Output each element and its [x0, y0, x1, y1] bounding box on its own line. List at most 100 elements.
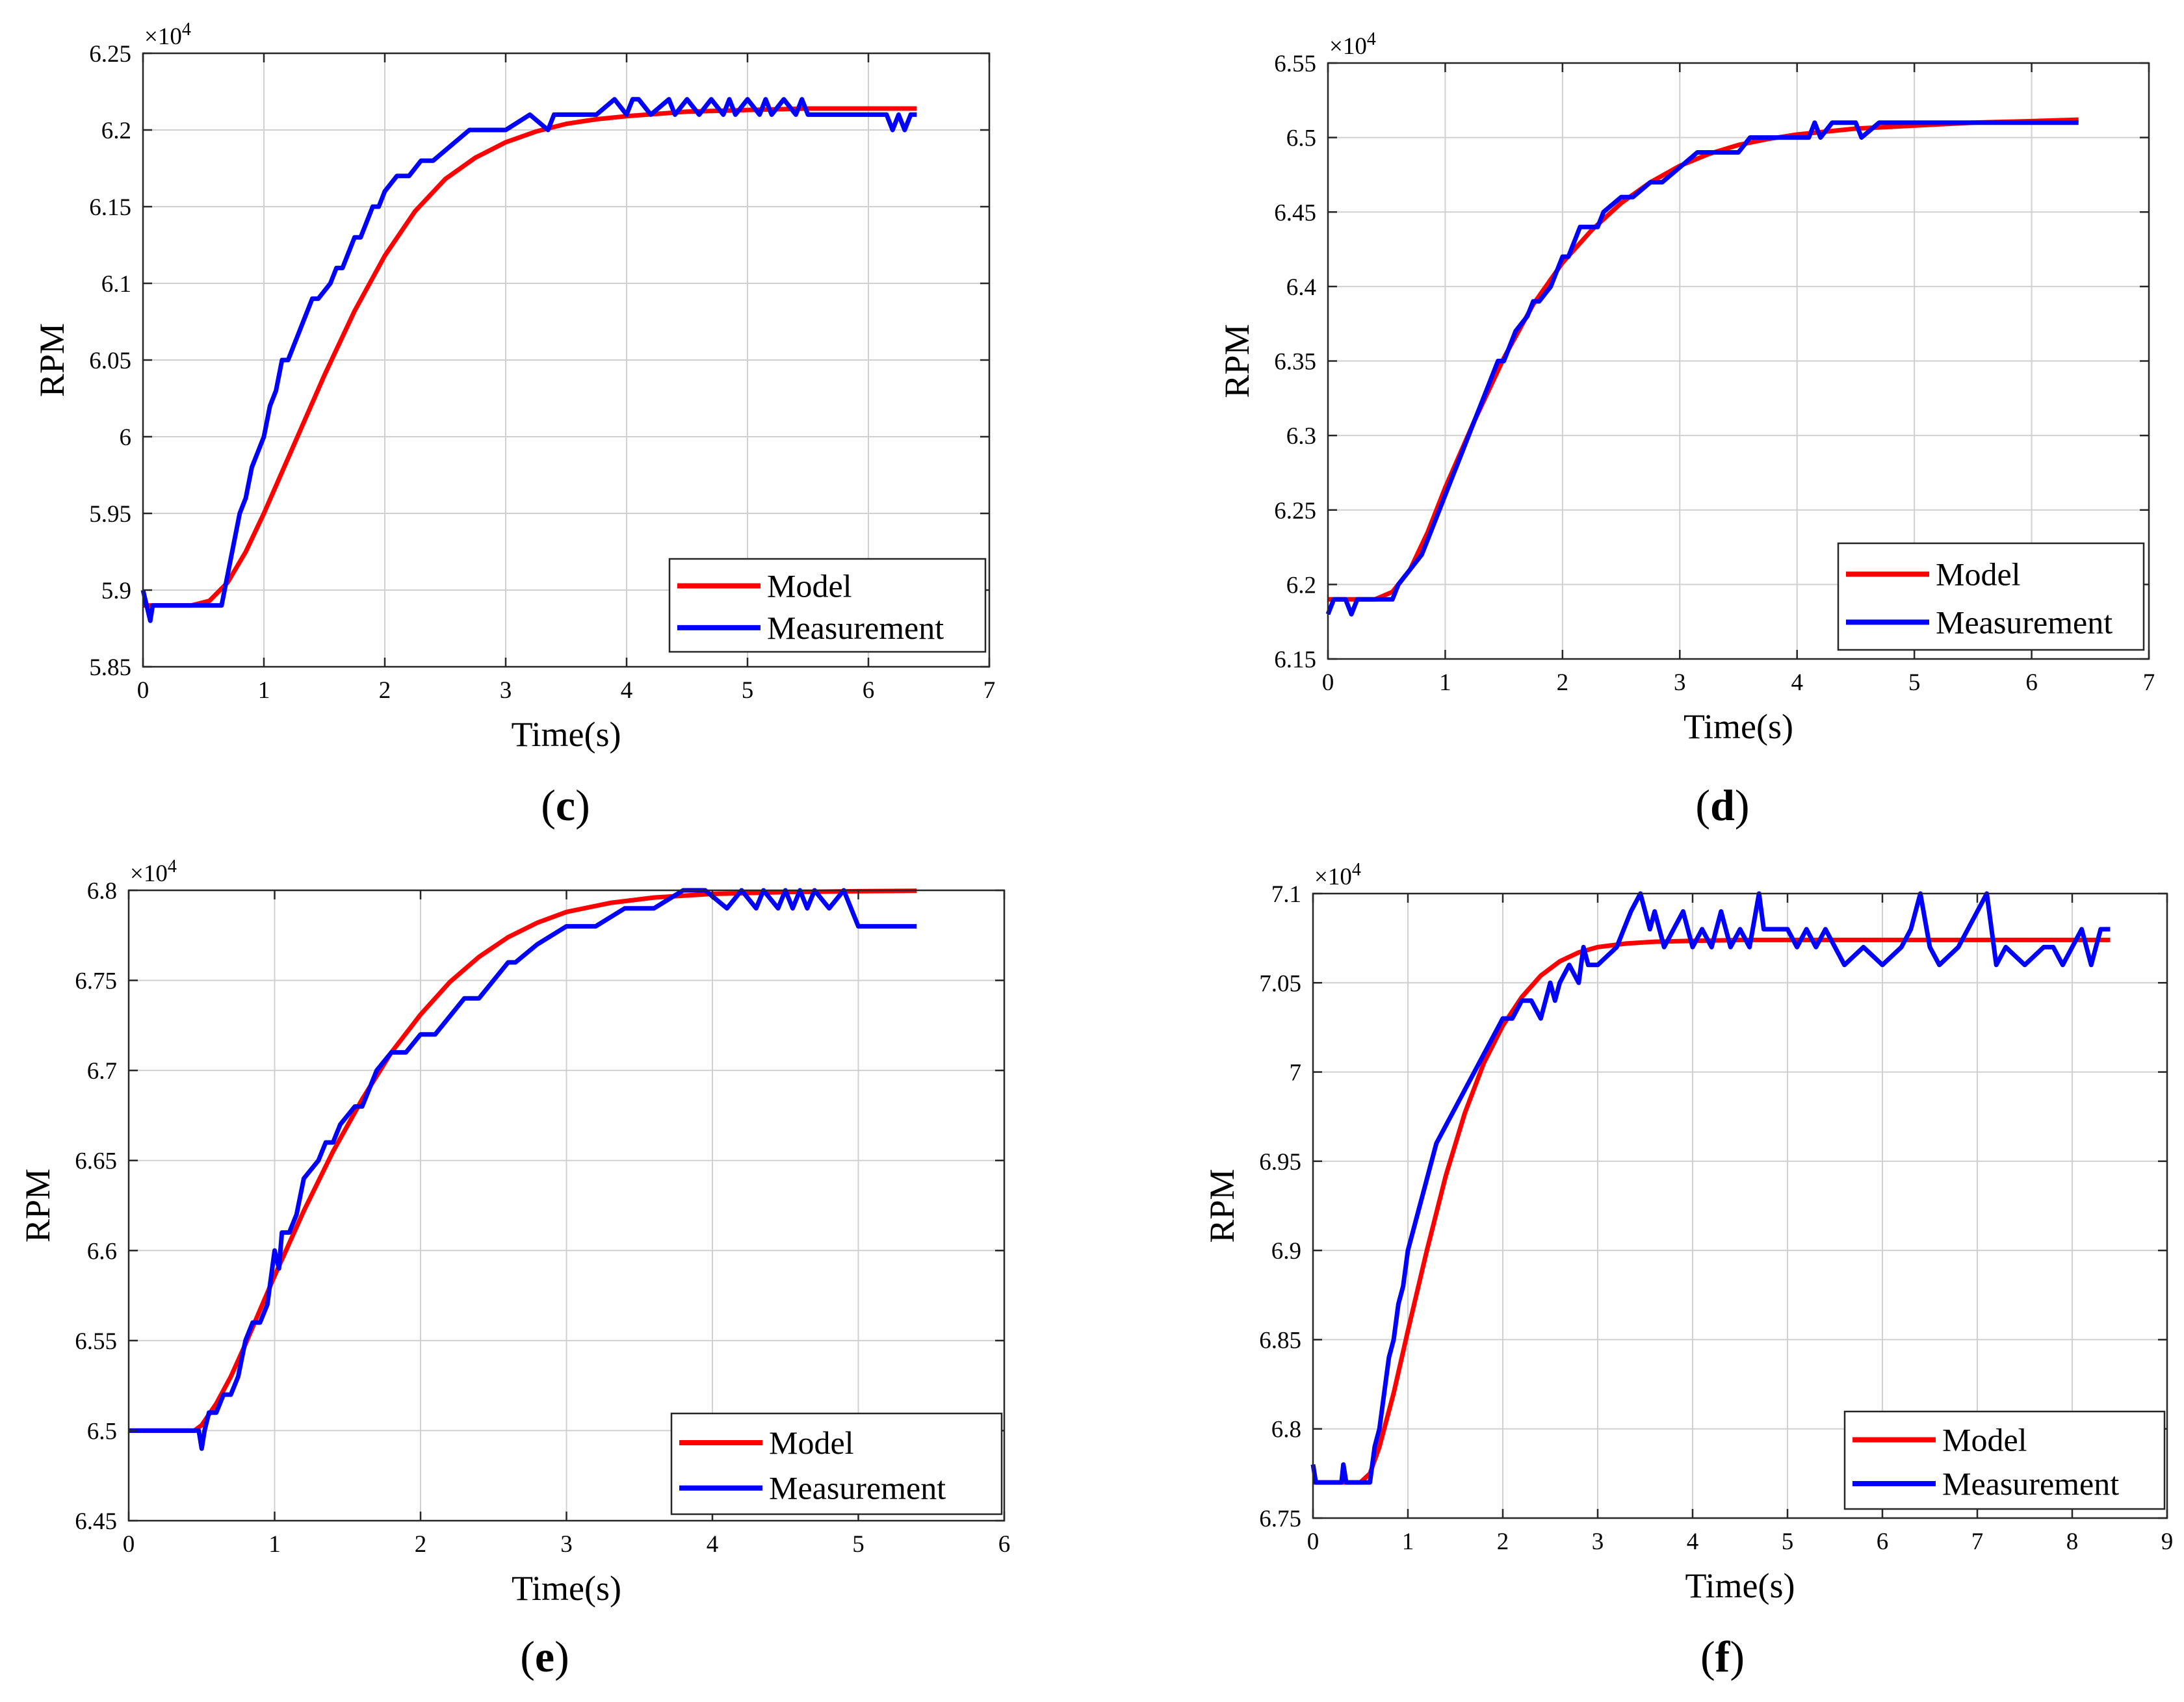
- multiplier-exponent: 4: [182, 19, 191, 40]
- legend-model-label: Model: [767, 567, 852, 604]
- legend-measurement-label: Measurement: [1942, 1465, 2119, 1502]
- x-tick-label: 4: [621, 677, 633, 704]
- y-tick-label: 6.2: [101, 118, 131, 144]
- x-tick-label: 6: [2025, 669, 2038, 696]
- panel-caption: (f): [1700, 1632, 1745, 1681]
- y-tick-label: 6.75: [1259, 1506, 1301, 1532]
- x-tick-label: 1: [1439, 669, 1451, 696]
- y-axis-label: RPM: [1202, 1168, 1242, 1243]
- x-tick-label: 5: [1908, 669, 1921, 696]
- legend-box: [668, 558, 987, 653]
- axis-multiplier: ×104: [1329, 29, 1376, 60]
- y-tick-label: 5.9: [101, 578, 131, 604]
- legend: Model Measurement: [1837, 542, 2145, 651]
- legend-box: [670, 1412, 1003, 1515]
- x-tick-label: 5: [852, 1531, 864, 1558]
- x-tick-label: 4: [1687, 1528, 1699, 1555]
- y-tick-label: 6.5: [87, 1418, 117, 1445]
- legend: Model Measurement: [670, 1412, 1003, 1515]
- legend-box: [1843, 1410, 2166, 1510]
- y-tick-label: 6.15: [89, 194, 131, 221]
- x-tick-label: 7: [2143, 669, 2155, 696]
- y-tick-label: 6.4: [1286, 274, 1316, 301]
- x-axis-label: Time(s): [511, 715, 621, 754]
- legend-measurement-label: Measurement: [767, 610, 944, 646]
- caption-letter: f: [1715, 1632, 1731, 1681]
- model-series-line: [129, 888, 917, 1433]
- x-tick-label: 7: [983, 677, 996, 704]
- caption-letter: e: [535, 1632, 554, 1681]
- y-tick-label: 6.1: [101, 271, 131, 298]
- x-axis-label: Time(s): [1684, 707, 1793, 746]
- x-tick-label: 6: [1877, 1528, 1889, 1555]
- x-tick-label: 6: [863, 677, 875, 704]
- caption-open-paren: (: [541, 780, 556, 830]
- legend-model-label: Model: [1936, 556, 2021, 593]
- y-tick-label: 6.05: [89, 348, 131, 374]
- x-tick-label: 3: [500, 677, 512, 704]
- axis-multiplier: ×104: [130, 857, 177, 887]
- caption-close-paren: ): [1735, 780, 1750, 830]
- axis-multiplier: ×104: [144, 19, 191, 50]
- legend-measurement-label: Measurement: [769, 1470, 946, 1506]
- chart-panel-e: 0 1 2 3 4 5 66.456.56.556.66.656.76.756.8×104T…: [18, 857, 1010, 1681]
- axis-multiplier: ×104: [1314, 860, 1361, 890]
- multiplier-base: ×10: [144, 23, 182, 50]
- y-tick-label: 6.8: [1271, 1417, 1301, 1443]
- y-tick-label: 7.1: [1271, 881, 1301, 908]
- caption-letter: d: [1710, 780, 1735, 830]
- x-axis-label: Time(s): [1685, 1566, 1795, 1605]
- y-tick-label: 6.15: [1274, 647, 1316, 673]
- chart-panel-d: 0 1 2 3 4 5 6 7 6.15 6.2 6.25 6.3 6.35 6.4 6.45 6.5 6.55…: [1217, 29, 2155, 830]
- x-tick-label: 0: [123, 1531, 135, 1558]
- y-tick-label: 6.25: [89, 41, 131, 68]
- legend-model-label: Model: [1942, 1422, 2027, 1458]
- model-series-line: [1313, 937, 2111, 1485]
- y-tick-label: 6.45: [1274, 200, 1316, 226]
- x-tick-label: 2: [1497, 1528, 1509, 1555]
- legend: Model Measurement: [1843, 1410, 2166, 1510]
- y-tick-label: 6.25: [1274, 498, 1316, 524]
- x-tick-label: 1: [1402, 1528, 1414, 1555]
- chart-panel-f: 0 1 2 3 4 5 6 7 8 96.756.86.856.96.9577.057.1×104…: [1202, 860, 2173, 1681]
- y-tick-label: 7: [1290, 1060, 1302, 1087]
- measurement-series-line: [1325, 120, 2079, 617]
- x-tick-label: 0: [1322, 669, 1334, 696]
- measurement-series-line: [1310, 891, 2111, 1485]
- x-tick-label: 2: [415, 1531, 427, 1558]
- caption-close-paren: ): [575, 780, 590, 830]
- x-tick-label: 3: [1592, 1528, 1604, 1555]
- y-tick-label: 6.55: [75, 1328, 117, 1355]
- x-tick-label: 7: [1971, 1528, 1984, 1555]
- caption-close-paren: ): [554, 1632, 569, 1681]
- y-tick-label: 6: [120, 424, 132, 451]
- y-tick-label: 6.3: [1286, 423, 1316, 450]
- y-tick-label: 6.7: [87, 1058, 117, 1085]
- multiplier-base: ×10: [130, 860, 168, 887]
- multiplier-base: ×10: [1329, 33, 1367, 60]
- y-tick-label: 6.5: [1286, 125, 1316, 152]
- y-tick-label: 6.6: [87, 1238, 117, 1265]
- y-tick-label: 6.2: [1286, 572, 1316, 599]
- y-tick-label: 6.85: [1259, 1327, 1301, 1354]
- panel-caption: (c): [541, 780, 590, 830]
- x-tick-label: 9: [2161, 1528, 2174, 1555]
- panel-caption: (e): [520, 1632, 569, 1681]
- x-tick-label: 3: [560, 1531, 573, 1558]
- x-tick-label: 6: [998, 1531, 1011, 1558]
- multiplier-exponent: 4: [168, 857, 177, 877]
- x-tick-label: 0: [1307, 1528, 1320, 1555]
- legend-measurement-label: Measurement: [1936, 604, 2112, 640]
- panel-caption: (d): [1695, 780, 1749, 830]
- y-tick-label: 6.45: [75, 1508, 117, 1535]
- y-axis-label: RPM: [1217, 324, 1256, 398]
- multiplier-exponent: 4: [1367, 29, 1376, 49]
- legend-model-label: Model: [769, 1425, 854, 1461]
- x-tick-label: 3: [1674, 669, 1686, 696]
- x-tick-label: 2: [1557, 669, 1569, 696]
- y-tick-label: 6.55: [1274, 51, 1316, 77]
- x-tick-label: 1: [258, 677, 270, 704]
- caption-letter: c: [556, 780, 575, 830]
- y-axis-label: RPM: [18, 1168, 57, 1243]
